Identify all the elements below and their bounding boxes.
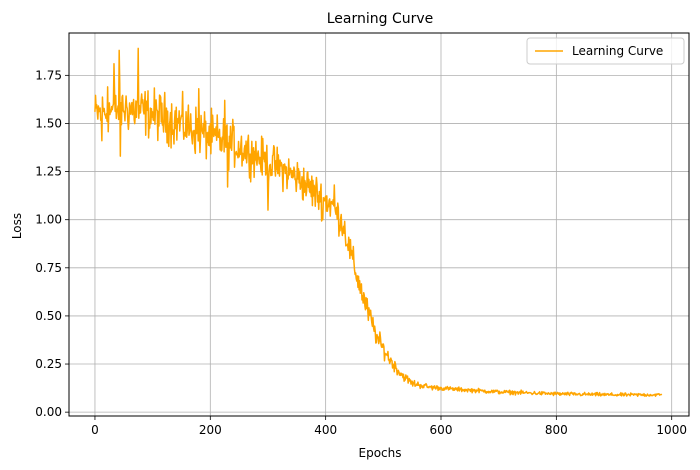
legend: Learning Curve: [526, 37, 685, 65]
x-tick-label: 400: [314, 423, 337, 437]
y-tick-label: 0.75: [35, 261, 62, 275]
x-tick-label: 200: [199, 423, 222, 437]
x-tick-label: 0: [91, 423, 99, 437]
y-tick-label: 0.25: [35, 357, 62, 371]
x-tick-label: 1000: [656, 423, 687, 437]
y-tick-label: 0.50: [35, 309, 62, 323]
y-tick-label: 1.50: [35, 116, 62, 130]
legend-label: Learning Curve: [572, 44, 663, 58]
y-tick-label: 0.00: [35, 405, 62, 419]
y-tick-label: 1.00: [35, 213, 62, 227]
series-layer: [94, 47, 663, 397]
y-axis-label: Loss: [10, 213, 24, 239]
y-tick-label: 1.25: [35, 165, 62, 179]
x-axis-label: Epochs: [359, 446, 402, 460]
grid: [69, 33, 689, 416]
series-line-learning-curve: [94, 47, 663, 397]
chart-title: Learning Curve: [327, 11, 434, 27]
y-tick-label: 1.75: [35, 68, 62, 82]
ticks: 0 200 400 600 800 1000 0.00 0.25 0.50 0.75 1.00 1.2…: [35, 68, 687, 437]
x-tick-label: 600: [430, 423, 453, 437]
legend-box: [526, 37, 685, 65]
plot-frame: [68, 32, 690, 417]
x-tick-label: 800: [545, 423, 568, 437]
